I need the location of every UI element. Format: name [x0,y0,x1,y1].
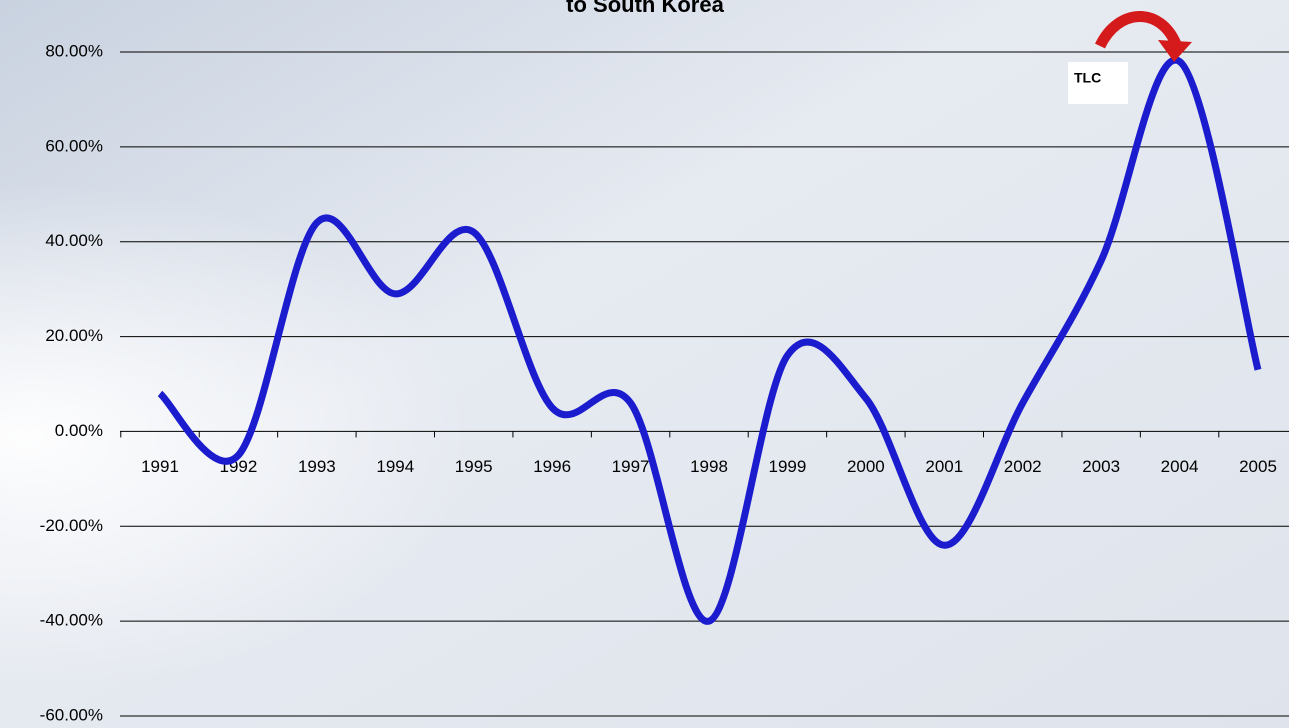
y-tick-label: 60.00% [45,136,103,155]
x-tick-label: 1995 [455,457,493,476]
y-tick-label: 20.00% [45,326,103,345]
x-tick-label: 2005 [1239,457,1277,476]
y-tick-label: -60.00% [40,705,103,724]
y-tick-label: 0.00% [55,421,103,440]
y-tick-label: 80.00% [45,41,103,60]
annotation-box [1068,62,1128,104]
x-tick-label: 2004 [1161,457,1199,476]
data-line [157,56,1262,625]
plot [157,56,1262,625]
x-tick-label: 1998 [690,457,728,476]
y-tick-label: 40.00% [45,231,103,250]
chart-title: to South Korea [566,0,724,17]
x-tick-label: 2001 [925,457,963,476]
x-tick-label: 1994 [376,457,414,476]
grid: -60.00% -40.00% -20.00% 0.00% 20.00% 40.00% 60… [40,41,1289,724]
x-tick-label: 1997 [612,457,650,476]
x-tick-label: 1993 [298,457,336,476]
annotation-arrowhead [1158,40,1192,62]
y-tick-label: -40.00% [40,611,103,630]
annotation: TLC [1074,70,1101,86]
annotation-arrow [1095,11,1182,49]
x-tick-label: 1991 [141,457,179,476]
x-tick-label: 2003 [1082,457,1120,476]
x-axis: 1991 1992 1993 1994 1995 1996 1997 1998 1999 2000… [120,431,1277,476]
x-tick-label: 2000 [847,457,885,476]
x-tick-label: 1996 [533,457,571,476]
x-tick-label: 2002 [1004,457,1042,476]
x-tick-label: 1999 [769,457,807,476]
y-tick-label: -20.00% [40,516,103,535]
